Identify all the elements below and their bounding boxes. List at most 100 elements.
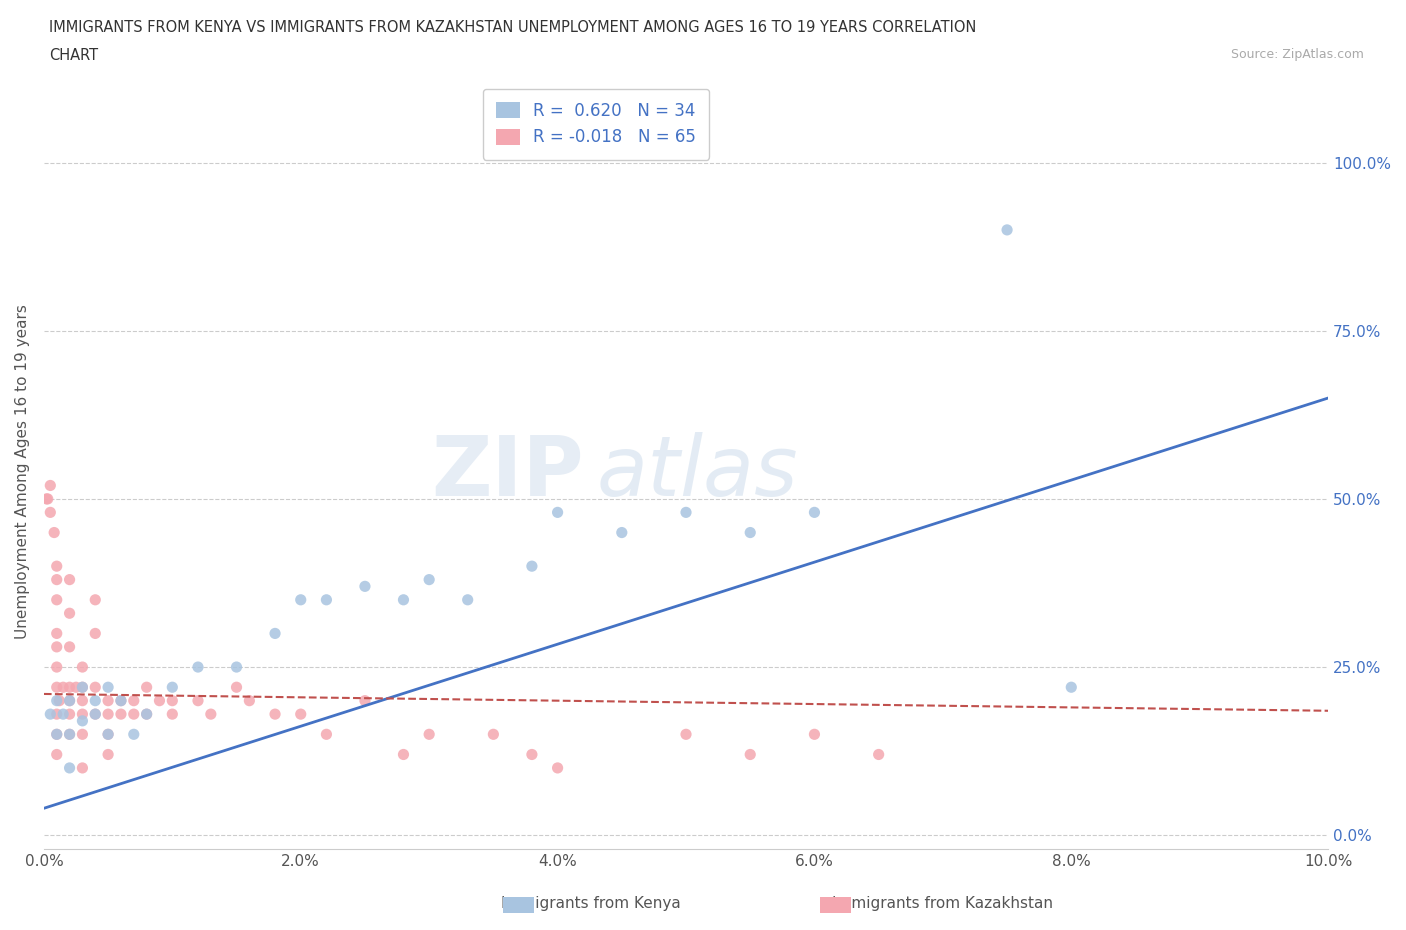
Point [520,747,543,762]
Point [225,659,247,674]
Point [520,559,543,574]
Point [97,747,120,762]
Point [72,680,94,695]
Point [45,559,67,574]
Point [58,572,80,587]
Point [97,727,120,742]
Point [135,680,157,695]
Point [315,592,337,607]
Point [1060,680,1083,695]
Point [72,713,94,728]
Point [162,693,184,708]
Point [740,525,762,540]
Point [65,680,87,695]
Text: Immigrants from Kazakhstan: Immigrants from Kazakhstan [831,897,1053,911]
Point [45,659,67,674]
Text: Immigrants from Kenya: Immigrants from Kenya [501,897,681,911]
Point [84,693,107,708]
Point [803,727,825,742]
Point [547,505,569,520]
Point [354,693,377,708]
Point [84,707,107,722]
Point [45,707,67,722]
Point [39,505,62,520]
Point [122,693,145,708]
Point [45,626,67,641]
Point [45,572,67,587]
Point [675,505,697,520]
Point [84,680,107,695]
Point [37,491,59,506]
Point [58,693,80,708]
Point [97,680,120,695]
Point [52,707,75,722]
Point [868,747,890,762]
Point [803,505,825,520]
Point [58,727,80,742]
Point [97,707,120,722]
Point [162,680,184,695]
Point [610,525,633,540]
Point [290,592,312,607]
Point [84,592,107,607]
Point [52,680,75,695]
Point [418,572,440,587]
Point [110,693,132,708]
Point [122,727,145,742]
Point [58,680,80,695]
Point [84,626,107,641]
Text: IMMIGRANTS FROM KENYA VS IMMIGRANTS FROM KAZAKHSTAN UNEMPLOYMENT AMONG AGES 16 T: IMMIGRANTS FROM KENYA VS IMMIGRANTS FROM… [49,20,977,35]
Point [148,693,170,708]
Text: CHART: CHART [49,48,98,63]
Point [482,727,505,742]
Point [162,707,184,722]
Legend: R =  0.620   N = 34, R = -0.018   N = 65: R = 0.620 N = 34, R = -0.018 N = 65 [484,88,709,160]
Point [58,727,80,742]
Point [58,693,80,708]
Text: atlas: atlas [596,432,797,512]
Point [392,592,415,607]
Point [315,727,337,742]
Point [45,680,67,695]
Text: Source: ZipAtlas.com: Source: ZipAtlas.com [1230,48,1364,61]
Point [45,747,67,762]
Y-axis label: Unemployment Among Ages 16 to 19 years: Unemployment Among Ages 16 to 19 years [15,305,30,640]
Point [45,640,67,655]
Point [547,761,569,776]
Text: ZIP: ZIP [430,432,583,512]
Point [135,707,157,722]
Point [264,707,287,722]
Point [44,525,66,540]
Point [110,693,132,708]
Point [354,578,377,593]
Point [457,592,479,607]
Point [418,727,440,742]
Point [392,747,415,762]
Point [58,761,80,776]
Point [58,605,80,620]
Point [48,693,70,708]
Point [45,727,67,742]
Point [110,707,132,722]
Point [39,707,62,722]
Point [72,707,94,722]
Point [995,222,1018,237]
Point [290,707,312,722]
Point [675,727,697,742]
Point [135,707,157,722]
Point [238,693,260,708]
Point [264,626,287,641]
Point [45,727,67,742]
Point [72,727,94,742]
Point [35,491,58,506]
Point [72,761,94,776]
Point [122,707,145,722]
Point [39,478,62,493]
Point [72,680,94,695]
Point [97,727,120,742]
Point [72,693,94,708]
Point [58,640,80,655]
Point [45,693,67,708]
Point [740,747,762,762]
Point [72,659,94,674]
